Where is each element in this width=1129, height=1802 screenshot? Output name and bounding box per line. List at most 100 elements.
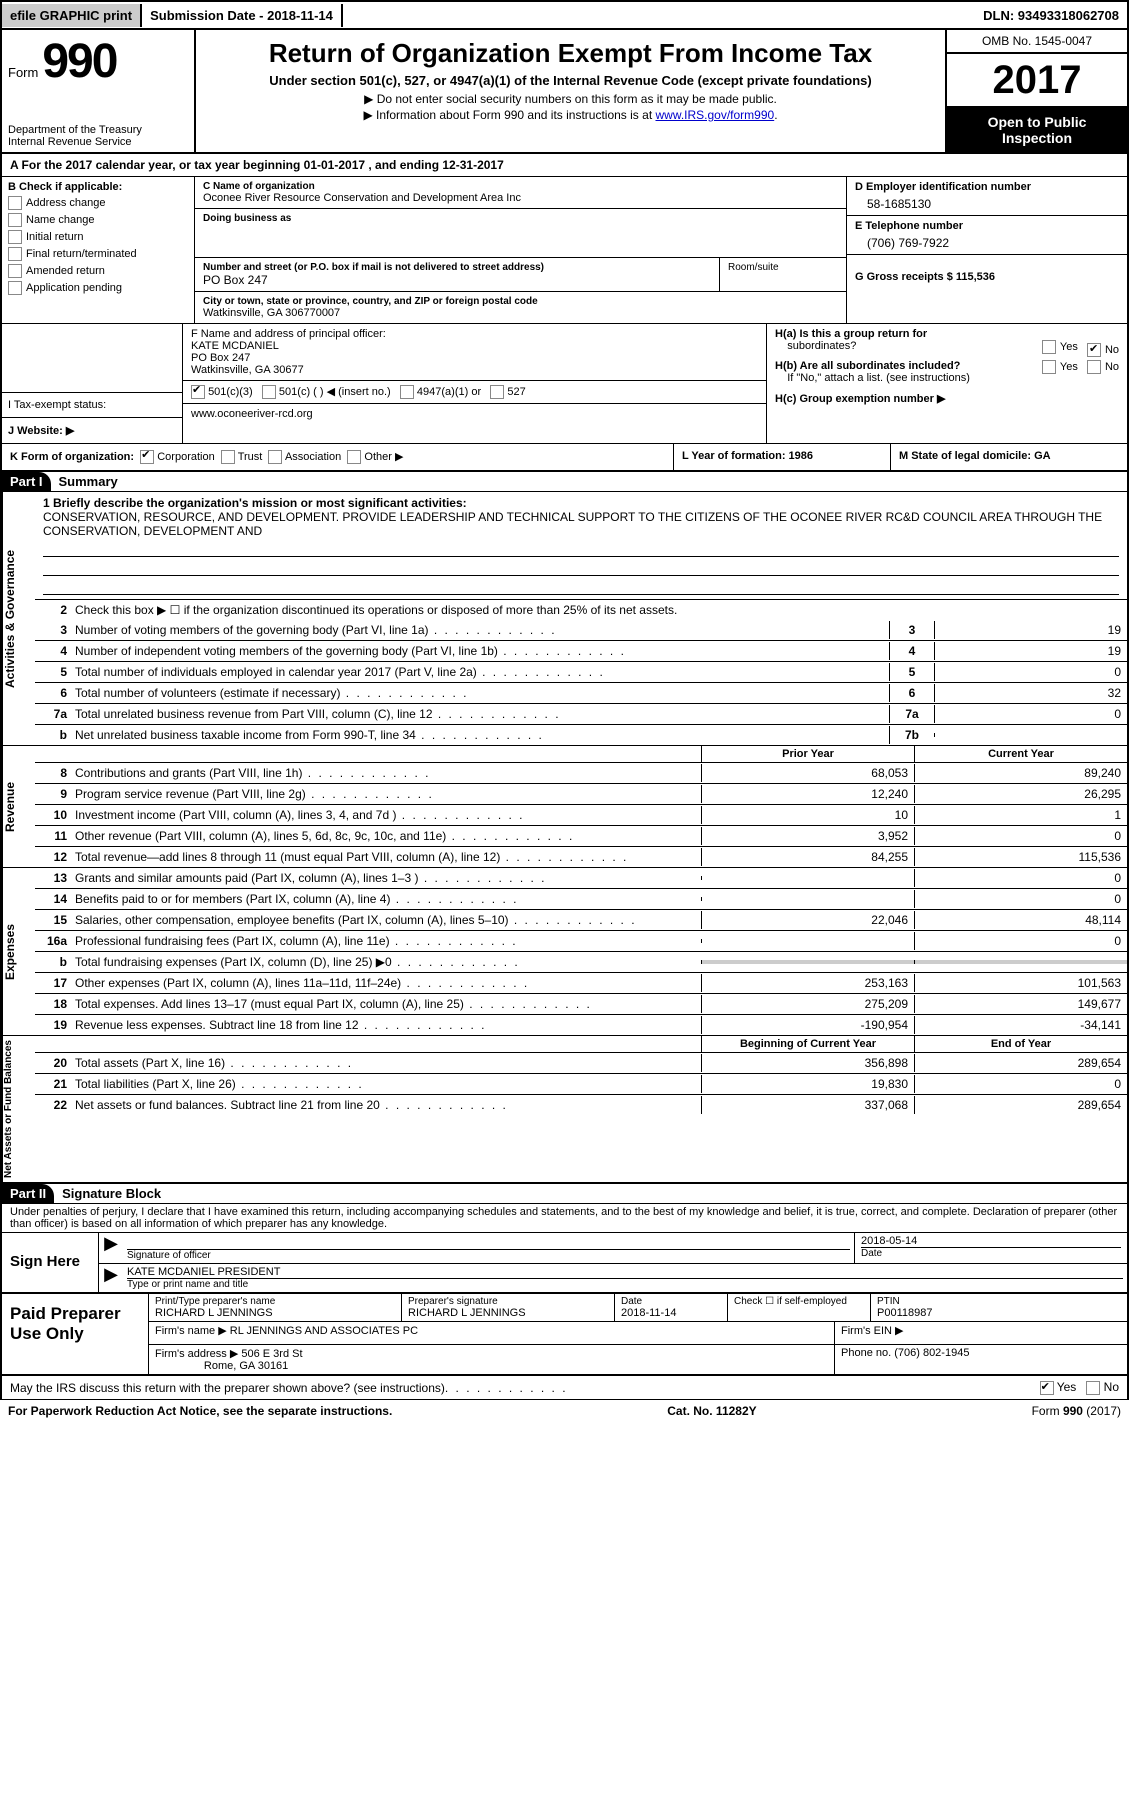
- ptin-value: P00118987: [877, 1307, 1121, 1319]
- paid-preparer-block: Paid Preparer Use Only Print/Type prepar…: [0, 1294, 1129, 1376]
- form-subtitle: Under section 501(c), 527, or 4947(a)(1)…: [204, 73, 937, 88]
- exp-line: 13Grants and similar amounts paid (Part …: [35, 868, 1127, 889]
- row-k: K Form of organization: Corporation Trus…: [0, 444, 1129, 472]
- form-number: 990: [42, 34, 116, 89]
- part1-header: Part I Summary: [0, 472, 1129, 492]
- efile-print-button[interactable]: efile GRAPHIC print: [2, 4, 142, 27]
- firm-addr1: 506 E 3rd St: [241, 1348, 302, 1360]
- col-boy: Beginning of Current Year: [701, 1036, 914, 1052]
- exp-line: 15Salaries, other compensation, employee…: [35, 910, 1127, 931]
- gov-line: 6Total number of volunteers (estimate if…: [35, 683, 1127, 704]
- exp-line: 19Revenue less expenses. Subtract line 1…: [35, 1015, 1127, 1035]
- cb-amended[interactable]: [8, 264, 22, 278]
- rev-line: 9Program service revenue (Part VIII, lin…: [35, 784, 1127, 805]
- sig-date: 2018-05-14: [861, 1235, 1121, 1247]
- discuss-yes[interactable]: [1040, 1381, 1054, 1395]
- website-value: www.oconeeriver-rcd.org: [183, 404, 766, 424]
- addr-value: PO Box 247: [203, 273, 711, 287]
- mission-text: CONSERVATION, RESOURCE, AND DEVELOPMENT.…: [43, 510, 1102, 538]
- exp-line: 16aProfessional fundraising fees (Part I…: [35, 931, 1127, 952]
- net-line: 21Total liabilities (Part X, line 26)19,…: [35, 1074, 1127, 1095]
- col-prior-year: Prior Year: [701, 746, 914, 762]
- cb-501c[interactable]: [262, 385, 276, 399]
- exp-line: 17Other expenses (Part IX, column (A), l…: [35, 973, 1127, 994]
- hb-label: H(b) Are all subordinates included?: [775, 360, 960, 372]
- declaration-text: Under penalties of perjury, I declare th…: [0, 1204, 1129, 1233]
- gov-line: 3Number of voting members of the governi…: [35, 620, 1127, 641]
- sig-officer-label: Signature of officer: [127, 1249, 850, 1261]
- sign-here-block: Sign Here ▶ Signature of officer 2018-05…: [0, 1233, 1129, 1294]
- officer-block: I Tax-exempt status: J Website: ▶ F Name…: [0, 324, 1129, 444]
- firm-addr2: Rome, GA 30161: [204, 1360, 288, 1372]
- hb-no[interactable]: [1087, 360, 1101, 374]
- part2-header: Part II Signature Block: [0, 1184, 1129, 1204]
- discuss-no[interactable]: [1086, 1381, 1100, 1395]
- col-current-year: Current Year: [914, 746, 1127, 762]
- rev-line: 12Total revenue—add lines 8 through 11 (…: [35, 847, 1127, 867]
- cb-address-change[interactable]: [8, 196, 22, 210]
- entity-block: B Check if applicable: Address change Na…: [0, 177, 1129, 324]
- hb-yes[interactable]: [1042, 360, 1056, 374]
- cb-527[interactable]: [490, 385, 504, 399]
- cb-4947[interactable]: [400, 385, 414, 399]
- cb-initial-return[interactable]: [8, 230, 22, 244]
- cb-assoc[interactable]: [268, 450, 282, 464]
- firm-ein: Firm's EIN ▶: [835, 1322, 1127, 1344]
- hc-label: H(c) Group exemption number ▶: [775, 393, 945, 405]
- side-revenue: Revenue: [2, 746, 35, 867]
- footer: For Paperwork Reduction Act Notice, see …: [0, 1400, 1129, 1422]
- row-a-tax-year: A For the 2017 calendar year, or tax yea…: [0, 154, 1129, 177]
- ha-yes[interactable]: [1042, 340, 1056, 354]
- city-label: City or town, state or province, country…: [203, 296, 838, 307]
- rev-line: 11Other revenue (Part VIII, column (A), …: [35, 826, 1127, 847]
- paid-preparer-label: Paid Preparer Use Only: [2, 1294, 149, 1374]
- mission-label: 1 Briefly describe the organization's mi…: [43, 496, 467, 510]
- omb-number: OMB No. 1545-0047: [947, 30, 1127, 54]
- cb-other[interactable]: [347, 450, 361, 464]
- irs-link[interactable]: www.IRS.gov/form990: [655, 108, 774, 122]
- cb-name-change[interactable]: [8, 213, 22, 227]
- preparer-name: RICHARD L JENNINGS: [155, 1307, 395, 1319]
- exp-line: 18Total expenses. Add lines 13–17 (must …: [35, 994, 1127, 1015]
- gov-line: 5Total number of individuals employed in…: [35, 662, 1127, 683]
- discuss-row: May the IRS discuss this return with the…: [0, 1376, 1129, 1400]
- net-line: 22Net assets or fund balances. Subtract …: [35, 1095, 1127, 1115]
- preparer-date: 2018-11-14: [621, 1307, 721, 1319]
- self-employed-check: Check ☐ if self-employed: [728, 1294, 871, 1321]
- gov-line: 7aTotal unrelated business revenue from …: [35, 704, 1127, 725]
- city-value: Watkinsville, GA 306770007: [203, 307, 838, 319]
- cat-no: Cat. No. 11282Y: [667, 1404, 756, 1418]
- cb-corp[interactable]: [140, 450, 154, 464]
- org-name-label: C Name of organization: [203, 181, 838, 192]
- firm-name: RL JENNINGS AND ASSOCIATES PC: [230, 1325, 418, 1337]
- cb-final-return[interactable]: [8, 247, 22, 261]
- row-j-label: J Website: ▶: [8, 425, 74, 437]
- side-net-assets: Net Assets or Fund Balances: [2, 1036, 35, 1182]
- officer-label: F Name and address of principal officer:: [191, 328, 758, 340]
- org-name: Oconee River Resource Conservation and D…: [203, 192, 838, 204]
- state-domicile: M State of legal domicile: GA: [899, 450, 1051, 462]
- cb-trust[interactable]: [221, 450, 235, 464]
- phone-label: E Telephone number: [855, 220, 1119, 232]
- form-header: Form 990 Department of the Treasury Inte…: [0, 30, 1129, 154]
- open-inspection: Open to Public Inspection: [947, 108, 1127, 152]
- tax-year: 2017: [947, 54, 1127, 108]
- side-expenses: Expenses: [2, 868, 35, 1035]
- dln: DLN: 93493318062708: [975, 4, 1127, 27]
- col-eoy: End of Year: [914, 1036, 1127, 1052]
- dept-treasury: Department of the Treasury: [8, 124, 188, 136]
- cb-app-pending[interactable]: [8, 281, 22, 295]
- exp-line: 14Benefits paid to or for members (Part …: [35, 889, 1127, 910]
- ha-no[interactable]: [1087, 343, 1101, 357]
- year-formation: L Year of formation: 1986: [682, 450, 813, 462]
- rev-line: 10Investment income (Part VIII, column (…: [35, 805, 1127, 826]
- addr-label: Number and street (or P.O. box if mail i…: [203, 262, 711, 273]
- preparer-sig: RICHARD L JENNINGS: [408, 1307, 608, 1319]
- officer-addr2: Watkinsville, GA 30677: [191, 364, 758, 376]
- firm-phone: Phone no. (706) 802-1945: [835, 1345, 1127, 1374]
- officer-addr1: PO Box 247: [191, 352, 758, 364]
- side-governance: Activities & Governance: [2, 492, 35, 745]
- officer-name: KATE MCDANIEL: [191, 340, 758, 352]
- summary-table: Activities & Governance 1 Briefly descri…: [0, 492, 1129, 1184]
- cb-501c3[interactable]: [191, 385, 205, 399]
